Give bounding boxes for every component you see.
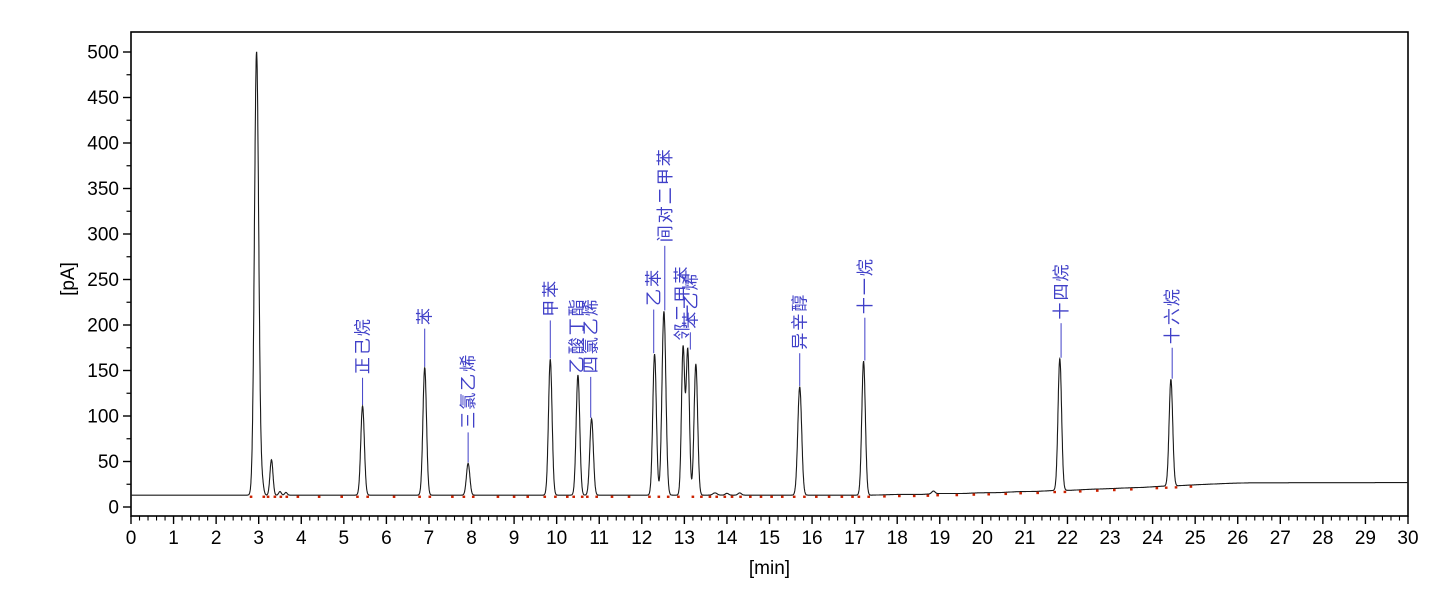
peak-compound-label: 十一烷 <box>856 257 875 314</box>
peak-compound-label: 正己烷 <box>354 317 373 374</box>
chromatogram-trace <box>131 51 1408 496</box>
peak-compound-label: 乙苯 <box>645 268 664 306</box>
y-tick-label: 400 <box>87 134 119 155</box>
x-tick-label: 2 <box>211 528 222 549</box>
x-tick-label: 4 <box>296 528 307 549</box>
y-tick-label: 0 <box>108 498 119 519</box>
x-tick-label: 3 <box>253 528 264 549</box>
peak-compound-label: 十四烷 <box>1052 263 1071 320</box>
x-tick-label: 24 <box>1142 528 1164 549</box>
x-tick-label: 10 <box>546 528 567 549</box>
x-tick-label: 6 <box>381 528 392 549</box>
x-tick-label: 15 <box>759 528 780 549</box>
y-tick-label: 500 <box>87 43 119 64</box>
peak-compound-label: 苯乙烯 <box>681 272 700 329</box>
x-tick-label: 14 <box>716 528 738 549</box>
y-tick-label: 250 <box>87 270 119 291</box>
x-tick-label: 21 <box>1014 528 1035 549</box>
x-tick-label: 22 <box>1057 528 1078 549</box>
x-tick-label: 30 <box>1397 528 1418 549</box>
y-tick-label: 450 <box>87 88 119 109</box>
y-tick-label: 300 <box>87 225 119 246</box>
x-tick-label: 19 <box>929 528 950 549</box>
x-tick-label: 18 <box>887 528 908 549</box>
x-axis-unit-label: [min] <box>749 558 790 579</box>
x-tick-label: 29 <box>1355 528 1376 549</box>
y-tick-label: 150 <box>87 361 119 382</box>
x-tick-label: 12 <box>631 528 652 549</box>
peak-compound-label: 三氯乙烯 <box>459 353 478 429</box>
x-tick-label: 8 <box>466 528 477 549</box>
x-tick-label: 9 <box>509 528 520 549</box>
plot-border <box>130 31 1409 517</box>
peak-compound-label: 四氯乙烯 <box>582 297 601 373</box>
x-tick-label: 13 <box>674 528 695 549</box>
x-tick-label: 28 <box>1312 528 1333 549</box>
peak-compound-label: 间对二甲苯 <box>656 147 675 242</box>
x-tick-label: 17 <box>844 528 865 549</box>
peak-compound-label: 异辛醇 <box>791 293 810 350</box>
x-tick-label: 1 <box>168 528 179 549</box>
y-axis-unit-label: [pA] <box>58 262 79 296</box>
peak-compound-label: 十六烷 <box>1163 287 1182 344</box>
x-tick-label: 7 <box>424 528 435 549</box>
x-tick-label: 11 <box>589 528 609 549</box>
y-tick-label: 350 <box>87 179 119 200</box>
x-tick-label: 20 <box>972 528 993 549</box>
y-tick-label: 50 <box>98 452 119 473</box>
peak-compound-label: 甲苯 <box>541 279 560 317</box>
y-tick-label: 200 <box>87 316 119 337</box>
x-tick-label: 5 <box>339 528 350 549</box>
x-tick-label: 0 <box>126 528 137 549</box>
peak-compound-label: 邻二甲苯 <box>673 264 692 340</box>
x-tick-label: 25 <box>1185 528 1206 549</box>
peak-compound-label: 苯 <box>416 306 435 325</box>
x-tick-label: 23 <box>1099 528 1120 549</box>
x-tick-label: 27 <box>1270 528 1291 549</box>
peak-compound-label: 乙酸丁酯 <box>568 297 587 373</box>
x-tick-label: 16 <box>801 528 822 549</box>
x-tick-label: 26 <box>1227 528 1248 549</box>
y-tick-label: 100 <box>87 407 119 428</box>
